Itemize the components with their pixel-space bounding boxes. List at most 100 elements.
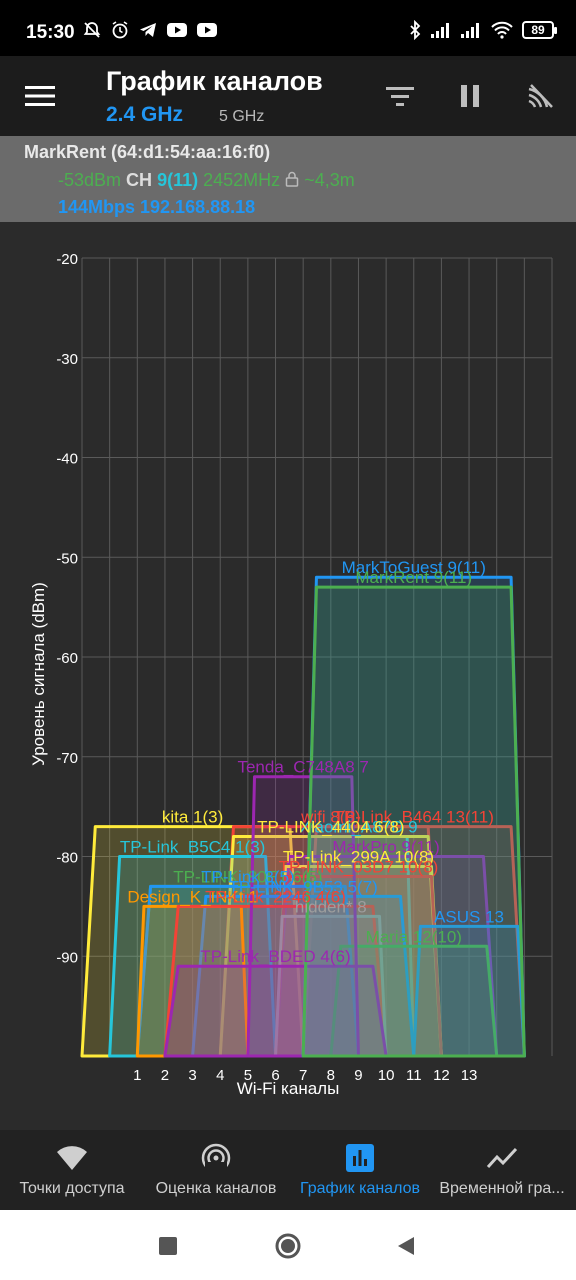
notification-icons xyxy=(82,20,218,40)
battery-icon: 89 xyxy=(522,21,557,39)
wifi-icon xyxy=(57,1146,87,1170)
status-time: 15:30 xyxy=(26,22,75,43)
x-tick-label: 4 xyxy=(216,1067,224,1084)
nav-channel-graph[interactable]: График каналов xyxy=(292,1130,428,1210)
network-label: TP-Link_B464 13(11) xyxy=(334,808,494,827)
y-tick-label: -40 xyxy=(56,451,78,468)
x-tick-label: 12 xyxy=(433,1067,450,1084)
x-tick-label: 3 xyxy=(188,1067,196,1084)
network-label: TP-Link 3(5) xyxy=(201,867,295,886)
menu-button[interactable] xyxy=(22,78,58,114)
wifi-scan-button[interactable] xyxy=(522,78,558,114)
network-label: MarkRent 9(11) xyxy=(355,568,472,587)
network-label: TP-Link_299A 10(8) xyxy=(283,847,434,866)
network-label: MarkPro 9(11) xyxy=(332,838,439,857)
youtube-icon-2 xyxy=(197,23,217,37)
connection-ch-label: CH xyxy=(126,170,153,190)
radar-icon xyxy=(201,1143,231,1174)
network-area xyxy=(301,585,526,1058)
network-label: TP-Link_2246 4(6) xyxy=(205,887,346,906)
nav-access-points[interactable]: Точки доступа xyxy=(4,1130,140,1210)
network-label: TP-LINK_80E1 6(5) xyxy=(173,867,322,886)
current-connection-panel: MarkRent (64:d1:54:aa:16:f0) -53dBm CH 9… xyxy=(0,136,576,222)
band-tab-5ghz[interactable]: 5 GHz xyxy=(219,108,265,125)
wifi-icon xyxy=(491,21,513,39)
filter-icon xyxy=(386,87,414,106)
home-button[interactable] xyxy=(274,1232,302,1260)
x-tick-label: 9 xyxy=(354,1067,362,1084)
channel-graph: kita 1(3) wifi 8(6) TP-Link_B464 13(11) Xia… xyxy=(0,222,576,1130)
pause-icon xyxy=(461,85,479,107)
network-label: TP-Link_B5C4 1(3) xyxy=(120,838,266,857)
system-status-icons: 89 xyxy=(408,20,557,40)
network-label: ASUS 13 xyxy=(434,907,504,926)
back-button[interactable] xyxy=(392,1232,420,1260)
network-label: TP-LINK_4404 6(8) xyxy=(257,818,404,837)
hamburger-icon xyxy=(25,86,55,106)
x-tick-label: 1 xyxy=(133,1067,141,1084)
channel-graph-svg: kita 1(3) wifi 8(6)TP-Link_B464 13(11)Xia… xyxy=(29,251,553,1098)
nav-label: График каналов xyxy=(299,1180,420,1197)
network-label: Design_K_INKt 1 xyxy=(127,887,257,906)
bluetooth-icon xyxy=(410,20,421,40)
connection-details: -53dBm CH 9(11) 2452MHz ~4,3m xyxy=(58,170,355,191)
system-navigation-bar xyxy=(0,1210,576,1280)
network-label: TP-LINK_9B53 5(7) xyxy=(229,877,378,896)
pause-button[interactable] xyxy=(452,78,488,114)
nav-label: Оценка каналов xyxy=(155,1180,277,1197)
network-label: Maria 12(10) xyxy=(366,927,462,946)
circle-icon xyxy=(275,1233,301,1259)
x-tick-label: 13 xyxy=(461,1067,478,1084)
lock-icon xyxy=(285,171,299,187)
alarm-icon xyxy=(112,21,128,39)
network-label: Xiaomi_A87D 9 xyxy=(299,818,417,837)
connection-frequency: 2452MHz xyxy=(203,170,281,190)
bar-chart-icon xyxy=(346,1144,374,1172)
network-label: TP-LINK_03D7 10(8) xyxy=(279,857,439,876)
x-tick-label: 6 xyxy=(271,1067,279,1084)
y-tick-label: -30 xyxy=(56,351,78,368)
network-label: wifi 8(6) xyxy=(300,808,361,827)
y-tick-label: -80 xyxy=(56,850,78,867)
x-tick-label: 8 xyxy=(327,1067,335,1084)
y-tick-label: -20 xyxy=(56,251,78,268)
nav-time-graph[interactable]: Временной гра... xyxy=(432,1130,572,1210)
y-tick-label: -60 xyxy=(56,650,78,667)
network-label: hidden* 8 xyxy=(295,897,367,916)
youtube-icon xyxy=(167,23,187,37)
filter-button[interactable] xyxy=(382,78,418,114)
wifi-off-icon xyxy=(528,84,553,108)
connection-speed-ip: 144Mbps 192.168.88.18 xyxy=(58,197,256,217)
x-tick-label: 7 xyxy=(299,1067,307,1084)
connection-signal: -53dBm xyxy=(58,170,122,190)
signal-icon xyxy=(431,23,449,38)
x-tick-label: 11 xyxy=(406,1067,422,1084)
x-tick-label: 2 xyxy=(161,1067,169,1084)
page-title: График каналов xyxy=(106,66,323,96)
connection-distance: ~4,3m xyxy=(304,170,355,190)
y-tick-label: -90 xyxy=(56,949,78,966)
line-chart-icon xyxy=(486,1147,518,1169)
recents-button[interactable] xyxy=(154,1232,182,1260)
square-icon xyxy=(159,1237,177,1255)
nav-label: Точки доступа xyxy=(19,1180,125,1197)
y-axis-label: Уровень сигнала (dBm) xyxy=(29,582,48,766)
app-bar: График каналов 2.4 GHz 5 GHz xyxy=(0,56,576,136)
network-label: kita 1(3) xyxy=(162,808,223,827)
back-triangle-icon xyxy=(398,1237,414,1255)
network-label: MarkToGuest 9(11) xyxy=(342,558,486,577)
y-tick-label: -50 xyxy=(56,550,78,567)
band-tab-2-4ghz[interactable]: 2.4 GHz xyxy=(106,103,184,126)
connection-name: MarkRent (64:d1:54:aa:16:f0) xyxy=(24,142,271,162)
nav-channel-rating[interactable]: Оценка каналов xyxy=(146,1130,286,1210)
network-label: TP-Link_BDED 4(6) xyxy=(200,947,350,966)
network-label: Tenda_C748A8 7 xyxy=(237,758,368,777)
telegram-icon xyxy=(140,23,156,37)
bottom-navigation: Точки доступа Оценка каналов График кана… xyxy=(0,1130,576,1210)
signal-icon-2 xyxy=(461,23,479,38)
connection-channel: 9(11) xyxy=(157,170,199,190)
status-bar: 15:30 89 xyxy=(0,0,576,56)
nav-label: Временной гра... xyxy=(439,1180,565,1197)
x-axis-label: Wi-Fi каналы xyxy=(237,1079,340,1098)
x-tick-label: 5 xyxy=(244,1067,252,1084)
